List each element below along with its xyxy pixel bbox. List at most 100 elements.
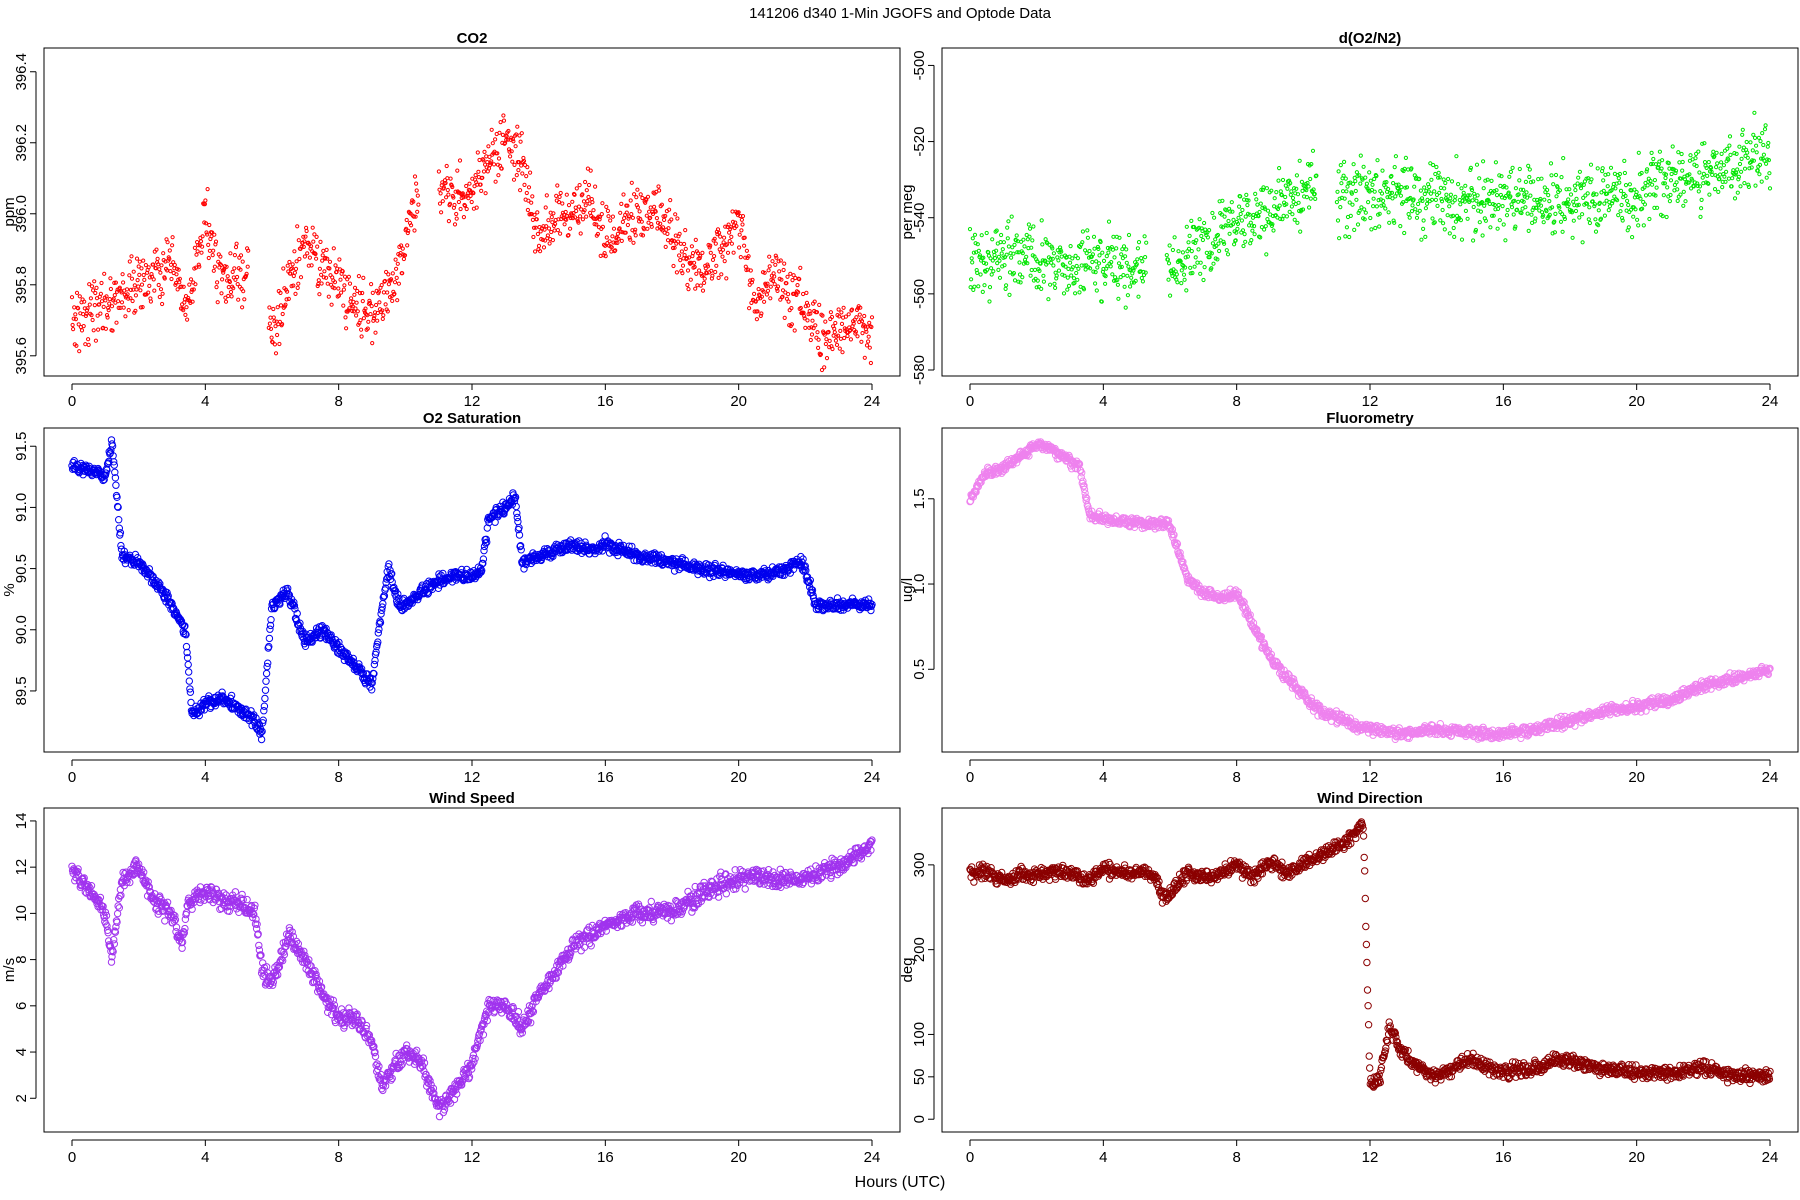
data-point: [139, 282, 145, 287]
data-point: [238, 253, 244, 258]
data-point: [595, 231, 601, 237]
data-point: [474, 205, 479, 210]
data-point: [1647, 216, 1652, 222]
data-point: [823, 319, 828, 324]
data-point: [1439, 199, 1445, 204]
data-point: [1680, 159, 1685, 165]
data-point: [754, 317, 760, 322]
data-point: [1213, 237, 1218, 242]
x-tick-label: 16: [1495, 769, 1512, 786]
data-point: [486, 144, 491, 149]
data-point: [127, 259, 132, 264]
data-point: [1510, 165, 1515, 170]
data-point: [704, 271, 710, 276]
data-point: [770, 278, 776, 283]
data-point: [1521, 187, 1526, 192]
data-point: [1136, 294, 1141, 299]
data-point: [1075, 277, 1080, 282]
data-point: [1491, 213, 1496, 218]
data-point: [585, 199, 590, 204]
data-point: [743, 255, 748, 260]
data-point: [990, 237, 995, 242]
data-point: [976, 248, 982, 253]
data-point: [1719, 151, 1724, 156]
data-point: [386, 282, 391, 287]
data-point: [1244, 192, 1249, 197]
data-point: [110, 328, 115, 333]
data-point: [1630, 235, 1635, 240]
data-point: [1212, 215, 1217, 220]
data-point: [148, 299, 153, 304]
data-point: [160, 301, 165, 307]
data-point: [1525, 211, 1530, 216]
data-point: [1689, 186, 1694, 191]
data-point: [1626, 202, 1631, 208]
data-point: [296, 281, 301, 286]
data-point: [842, 335, 847, 341]
data-point: [657, 188, 662, 193]
data-point: [121, 305, 126, 310]
data-point: [235, 282, 240, 287]
data-point: [1526, 228, 1531, 233]
data-point: [1428, 191, 1434, 196]
data-point: [606, 214, 611, 219]
data-point: [1739, 169, 1744, 174]
data-point: [1027, 234, 1032, 239]
data-point: [475, 150, 480, 155]
data-point: [669, 217, 674, 222]
data-point: [1184, 288, 1189, 293]
data-point: [1676, 150, 1681, 155]
data-point: [1283, 194, 1288, 200]
data-point: [394, 275, 399, 280]
data-point: [1372, 176, 1377, 182]
data-point: [667, 207, 672, 212]
data-point: [990, 258, 995, 263]
data-point: [77, 294, 82, 299]
data-point: [1012, 242, 1017, 247]
data-point: [79, 328, 85, 333]
data-point: [709, 268, 714, 273]
data-point: [565, 213, 570, 219]
data-point: [776, 259, 781, 264]
data-point: [1511, 212, 1516, 217]
data-point: [841, 305, 846, 310]
data-point: [1259, 225, 1265, 230]
data-point: [822, 365, 827, 370]
data-point: [1709, 165, 1714, 170]
data-point: [1482, 203, 1487, 208]
data-point: [1048, 282, 1053, 287]
data-point: [1508, 194, 1513, 199]
data-point: [848, 337, 854, 342]
data-point: [71, 327, 76, 332]
data-point: [635, 205, 641, 210]
data-point: [1483, 218, 1489, 223]
data-point: [1190, 270, 1195, 276]
data-point: [297, 256, 302, 262]
data-point: [1168, 293, 1173, 298]
data-point: [379, 283, 384, 288]
data-point: [1005, 236, 1010, 241]
data-point: [1432, 189, 1437, 194]
data-point: [73, 317, 79, 322]
data-point: [674, 270, 680, 275]
data-point: [1252, 232, 1257, 237]
data-point: [493, 179, 498, 184]
data-point: [628, 198, 633, 203]
data-point: [1398, 193, 1404, 198]
data-point: [414, 188, 419, 193]
data-point: [1169, 271, 1174, 276]
data-point: [218, 262, 224, 268]
data-point: [1039, 286, 1044, 291]
data-point: [1655, 205, 1660, 210]
data-point: [491, 162, 497, 167]
data-point: [524, 174, 529, 179]
data-point: [1245, 203, 1250, 208]
data-point: [394, 266, 399, 271]
data-point: [1398, 224, 1403, 229]
data-point: [999, 232, 1004, 238]
data-point: [1693, 156, 1698, 161]
data-point: [436, 169, 441, 174]
data-point: [199, 250, 204, 255]
data-point: [1436, 170, 1441, 175]
data-point: [1650, 182, 1655, 187]
